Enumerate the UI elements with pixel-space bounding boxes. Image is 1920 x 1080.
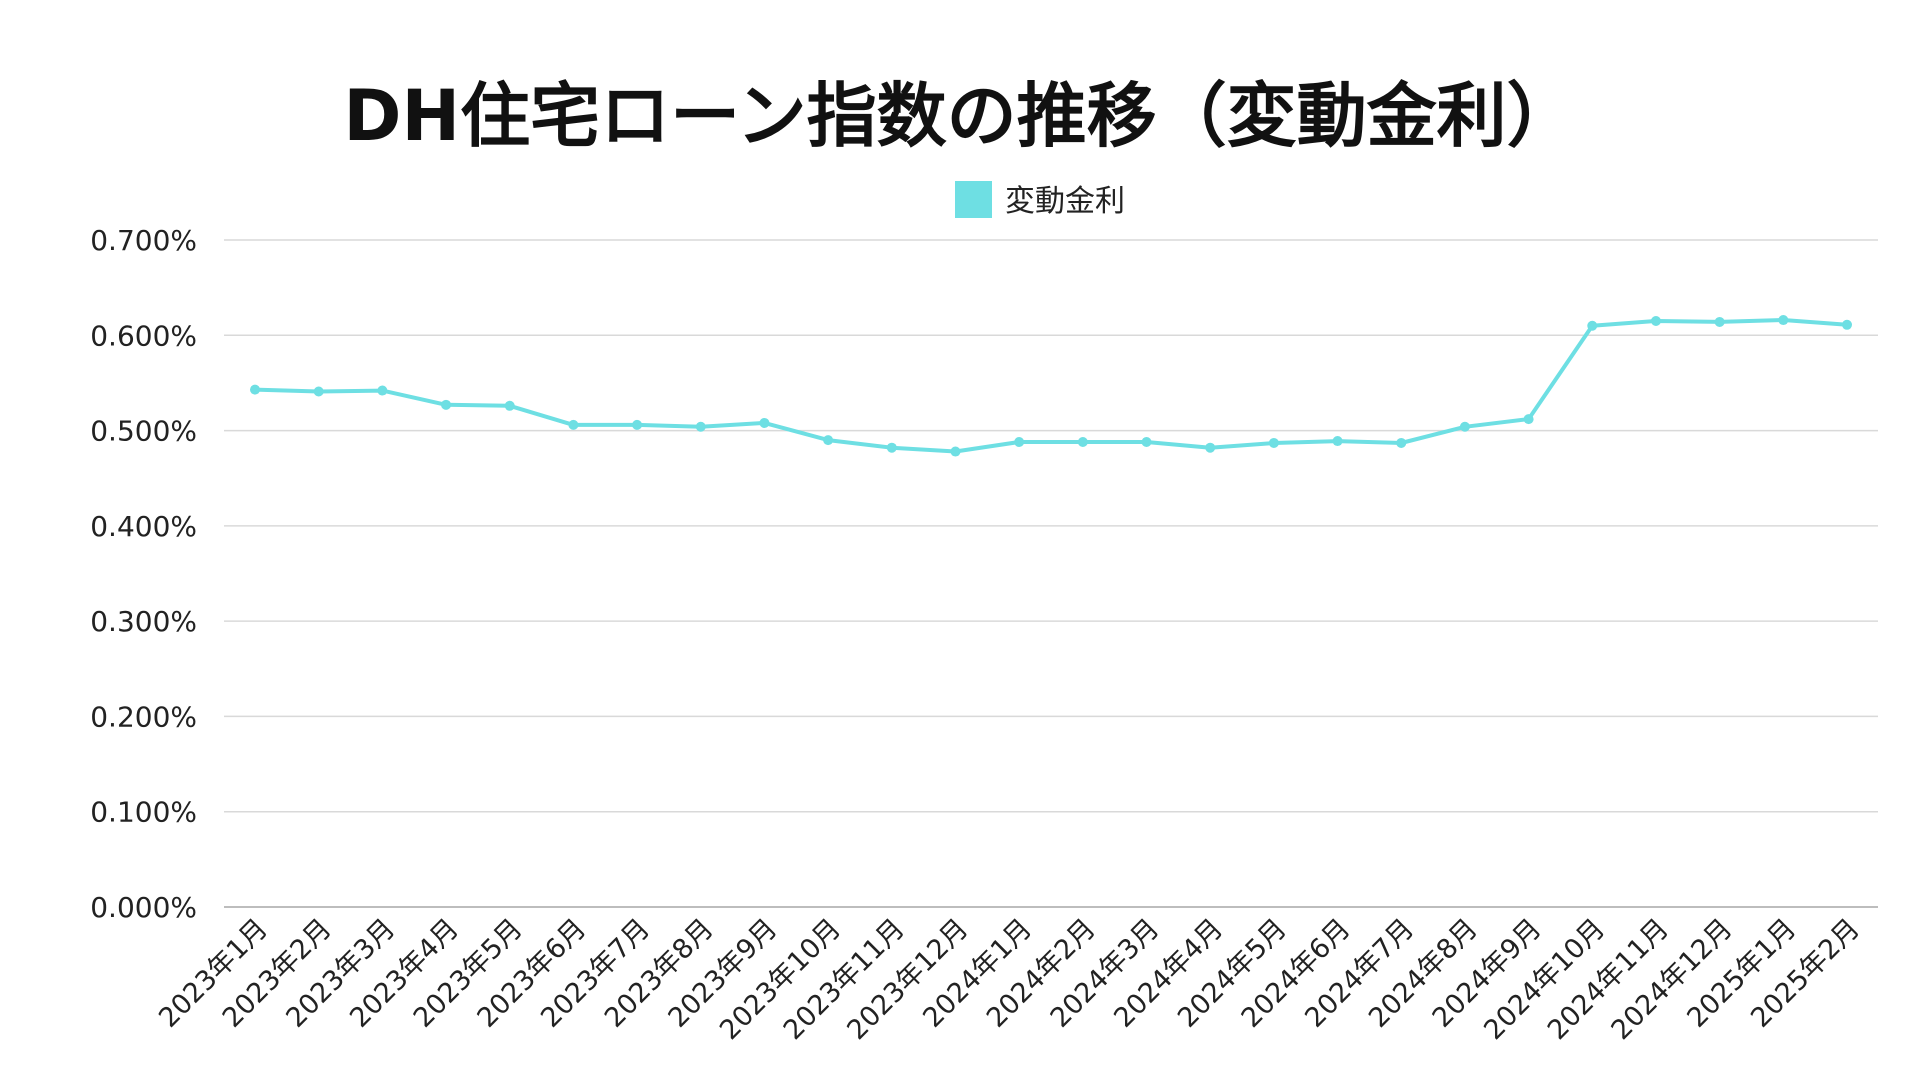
data-point: [1523, 414, 1534, 425]
data-point: [1459, 421, 1470, 432]
x-axis-ticks: 2023年1月2023年2月2023年3月2023年4月2023年5月2023年…: [153, 913, 1866, 1046]
y-tick-label: 0.600%: [90, 319, 197, 352]
data-point: [1205, 442, 1216, 453]
data-point: [313, 386, 324, 397]
data-point: [504, 400, 515, 411]
data-point: [1077, 437, 1088, 448]
y-tick-label: 0.500%: [90, 415, 197, 448]
y-tick-label: 0.300%: [90, 605, 197, 638]
y-axis-ticks: 0.000% 0.100% 0.200% 0.300% 0.400% 0.500% 0.60…: [90, 224, 197, 924]
data-point: [1587, 320, 1598, 331]
data-point: [759, 417, 770, 428]
data-point: [1842, 319, 1852, 330]
legend-swatch: [955, 181, 992, 218]
data-point: [250, 384, 260, 395]
y-tick-label: 0.700%: [90, 224, 197, 257]
data-point: [1650, 315, 1661, 326]
data-point: [568, 419, 579, 430]
data-point: [1014, 437, 1025, 448]
data-point: [1396, 437, 1407, 448]
series-line: [254, 318, 1848, 454]
gridlines: [224, 239, 1878, 908]
data-point: [1332, 436, 1343, 447]
data-point: [1714, 316, 1725, 327]
y-tick-label: 0.400%: [90, 510, 197, 543]
chart-title: DH住宅ローン指数の推移（変動金利）: [343, 75, 1576, 157]
data-point: [1141, 437, 1152, 448]
data-point: [823, 435, 834, 446]
data-point: [377, 385, 388, 396]
data-point: [695, 421, 706, 432]
data-point: [1778, 315, 1789, 326]
data-point: [441, 399, 452, 410]
y-tick-label: 0.200%: [90, 700, 197, 733]
data-point: [632, 419, 643, 430]
legend-label: 変動金利: [1005, 184, 1125, 219]
data-point: [950, 446, 961, 457]
data-point: [886, 442, 897, 453]
y-tick-label: 0.100%: [90, 796, 197, 829]
data-point: [1268, 437, 1279, 448]
y-tick-label: 0.000%: [90, 891, 197, 924]
series-points: [250, 315, 1852, 457]
legend: 変動金利: [955, 181, 1125, 219]
series-lines: [254, 318, 1848, 454]
